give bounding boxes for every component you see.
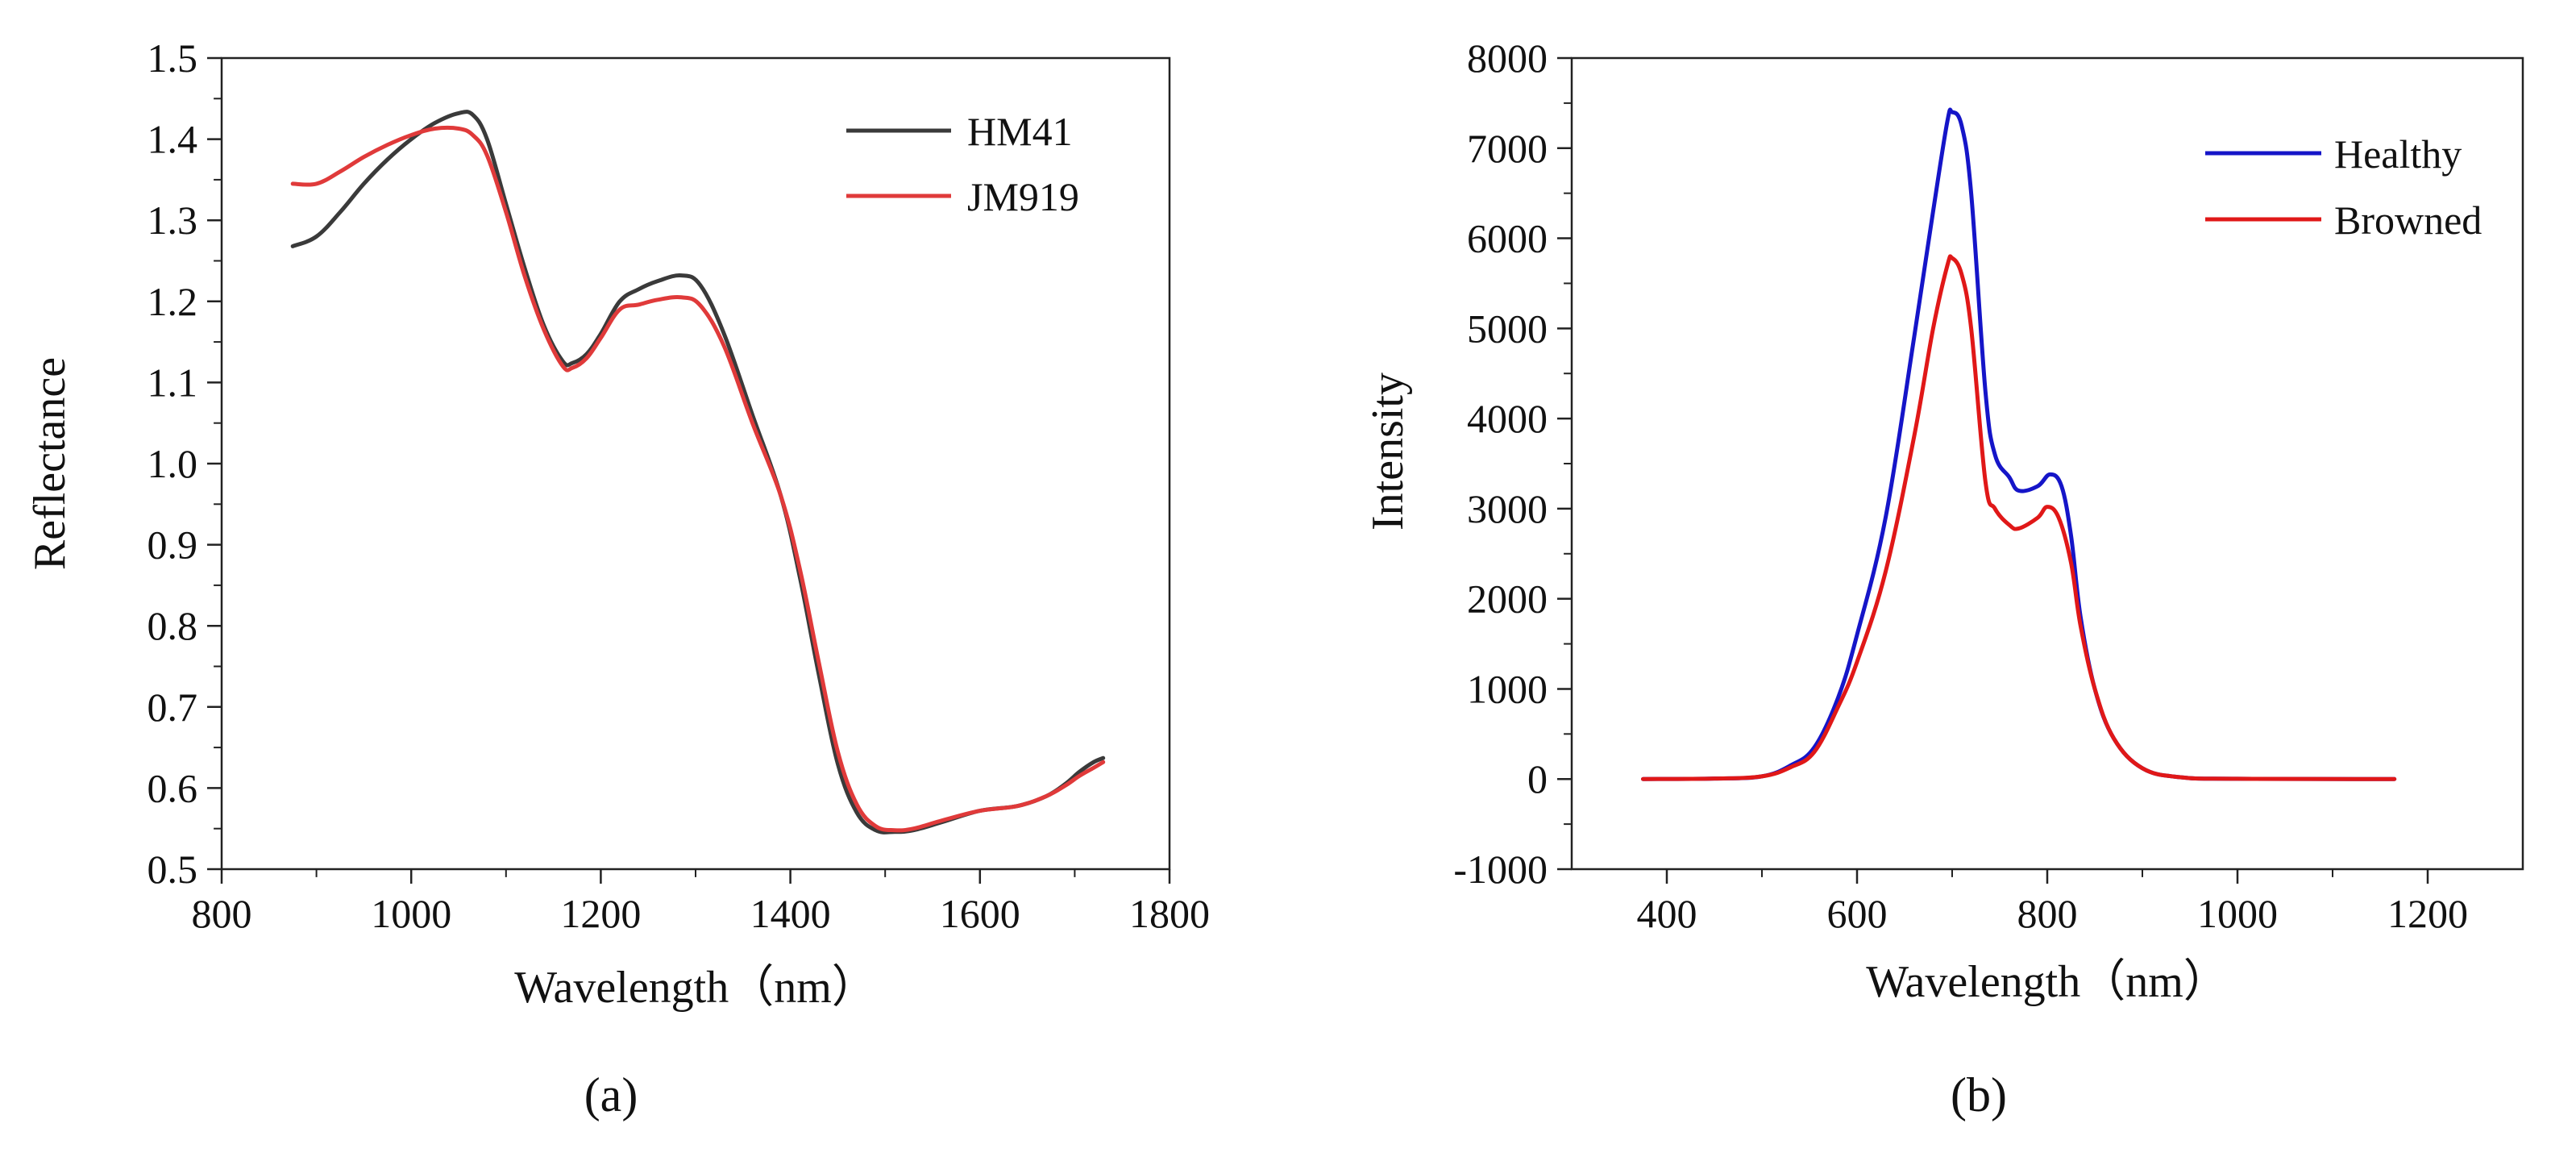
chart-a-ytick-label-0-8: 0.8 bbox=[147, 603, 198, 648]
chart-a-ytick-label-1-3: 1.3 bbox=[147, 198, 198, 243]
chart-a-ytick-label-1-4: 1.4 bbox=[147, 117, 198, 162]
chart-b-panel-label: (b) bbox=[1951, 1068, 2007, 1122]
chart-b-ytick-label-4000: 4000 bbox=[1467, 396, 1548, 441]
chart-a-xtick-label-1800: 1800 bbox=[1129, 891, 1210, 936]
chart-b-ytick-label-0: 0 bbox=[1527, 756, 1548, 801]
series-line-jm919 bbox=[290, 125, 1106, 833]
chart-a-legend: HM41 JM919 bbox=[846, 109, 1079, 219]
series-line-healthy bbox=[1641, 107, 2397, 781]
chart-a-ytick-label-1-1: 1.1 bbox=[147, 360, 198, 405]
legend-label-browned: Browned bbox=[2334, 198, 2482, 243]
chart-a-ylabel: Reflectance bbox=[25, 357, 75, 570]
chart-a-ytick-label-1: 1.0 bbox=[147, 441, 198, 486]
chart-b-ytick-label-7000: 7000 bbox=[1467, 126, 1548, 171]
chart-b-ytick-label-6000: 6000 bbox=[1467, 216, 1548, 261]
chart-b-xtick-label-1200: 1200 bbox=[2387, 891, 2468, 936]
chart-a-lines bbox=[290, 110, 1106, 834]
chart-b-ylabel: Intensity bbox=[1363, 372, 1413, 531]
chart-b-xtick-label-1000: 1000 bbox=[2197, 891, 2278, 936]
chart-a-xtick-label-800: 800 bbox=[192, 891, 252, 936]
chart-a-ytick-label-1-2: 1.2 bbox=[147, 279, 198, 324]
chart-a-ytick-label-0-5: 0.5 bbox=[147, 847, 198, 892]
chart-a-ytick-label-0-6: 0.6 bbox=[147, 765, 198, 810]
chart-a-panel-label: (a) bbox=[584, 1068, 638, 1122]
chart-b-xtick-label-400: 400 bbox=[1637, 891, 1697, 936]
chart-a-ytick-label-1-5: 1.5 bbox=[147, 35, 198, 81]
chart-a: 800 1000 1200 1400 1600 1800 0.5 0.6 0.7 0.8 0.9 1.… bbox=[25, 35, 1210, 1122]
chart-a-ytick-label-0-7: 0.7 bbox=[147, 685, 198, 730]
chart-b-xtick-label-800: 800 bbox=[2017, 891, 2078, 936]
chart-b-xlabel: Wavelength（nm） bbox=[1866, 957, 2229, 1007]
series-line-hm41 bbox=[290, 110, 1106, 834]
chart-b: 400 600 800 1000 1200 -1000 0 1000 2000 3000 4000 5… bbox=[1363, 35, 2524, 1122]
legend-label-jm919: JM919 bbox=[967, 174, 1079, 219]
chart-a-ticks: 800 1000 1200 1400 1600 1800 0.5 0.6 0.7 0.8 0.9 1.… bbox=[147, 35, 1211, 936]
chart-a-xtick-label-1000: 1000 bbox=[371, 891, 451, 936]
legend-label-healthy: Healthy bbox=[2334, 131, 2462, 177]
chart-b-ytick-label-8000: 8000 bbox=[1467, 35, 1548, 81]
chart-a-xtick-label-1400: 1400 bbox=[750, 891, 831, 936]
series-line-browned bbox=[1641, 254, 2397, 781]
chart-b-ytick-label-1000: -1000 bbox=[1453, 847, 1548, 892]
chart-b-ticks: 400 600 800 1000 1200 -1000 0 1000 2000 3000 4000 5… bbox=[1453, 35, 2468, 936]
chart-a-xlabel: Wavelength（nm） bbox=[514, 963, 877, 1013]
chart-b-ytick-label-3000: 3000 bbox=[1467, 486, 1548, 531]
chart-a-ytick-label-0-9: 0.9 bbox=[147, 522, 198, 568]
chart-b-ytick-label-5000: 5000 bbox=[1467, 306, 1548, 351]
legend-label-hm41: HM41 bbox=[967, 109, 1073, 154]
chart-b-plot-frame bbox=[1570, 56, 2524, 871]
chart-b-legend: Healthy Browned bbox=[2205, 131, 2482, 243]
chart-b-ytick-label-2000: 2000 bbox=[1467, 576, 1548, 622]
chart-a-xtick-label-1200: 1200 bbox=[560, 891, 641, 936]
chart-a-xtick-label-1600: 1600 bbox=[940, 891, 1020, 936]
chart-b-xtick-label-600: 600 bbox=[1827, 891, 1888, 936]
chart-b-ytick-label-1000: 1000 bbox=[1467, 666, 1548, 711]
chart-b-lines bbox=[1641, 107, 2397, 781]
